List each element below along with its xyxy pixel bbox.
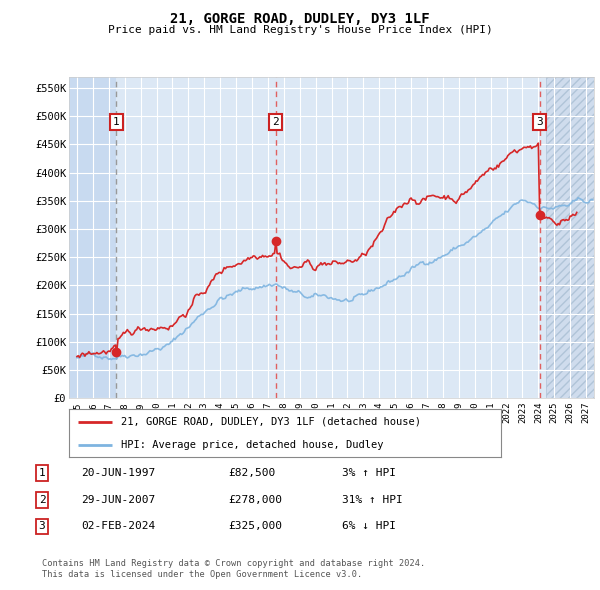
Text: 29-JUN-2007: 29-JUN-2007 xyxy=(81,495,155,504)
Text: Price paid vs. HM Land Registry's House Price Index (HPI): Price paid vs. HM Land Registry's House … xyxy=(107,25,493,35)
Text: HPI: Average price, detached house, Dudley: HPI: Average price, detached house, Dudl… xyxy=(121,440,383,450)
Text: This data is licensed under the Open Government Licence v3.0.: This data is licensed under the Open Gov… xyxy=(42,571,362,579)
Text: £278,000: £278,000 xyxy=(228,495,282,504)
Text: 1: 1 xyxy=(38,468,46,478)
Text: 3: 3 xyxy=(38,522,46,531)
Text: 20-JUN-1997: 20-JUN-1997 xyxy=(81,468,155,478)
Text: 6% ↓ HPI: 6% ↓ HPI xyxy=(342,522,396,531)
Bar xyxy=(546,77,594,398)
Text: 2: 2 xyxy=(38,495,46,504)
Text: £82,500: £82,500 xyxy=(228,468,275,478)
Text: £325,000: £325,000 xyxy=(228,522,282,531)
Text: 21, GORGE ROAD, DUDLEY, DY3 1LF: 21, GORGE ROAD, DUDLEY, DY3 1LF xyxy=(170,12,430,26)
Bar xyxy=(69,77,116,398)
Text: Contains HM Land Registry data © Crown copyright and database right 2024.: Contains HM Land Registry data © Crown c… xyxy=(42,559,425,568)
Text: 31% ↑ HPI: 31% ↑ HPI xyxy=(342,495,403,504)
Text: 3% ↑ HPI: 3% ↑ HPI xyxy=(342,468,396,478)
Text: 2: 2 xyxy=(272,117,279,127)
Text: 02-FEB-2024: 02-FEB-2024 xyxy=(81,522,155,531)
Text: 21, GORGE ROAD, DUDLEY, DY3 1LF (detached house): 21, GORGE ROAD, DUDLEY, DY3 1LF (detache… xyxy=(121,417,421,427)
Text: 3: 3 xyxy=(536,117,543,127)
Bar xyxy=(546,77,594,398)
Text: 1: 1 xyxy=(113,117,119,127)
